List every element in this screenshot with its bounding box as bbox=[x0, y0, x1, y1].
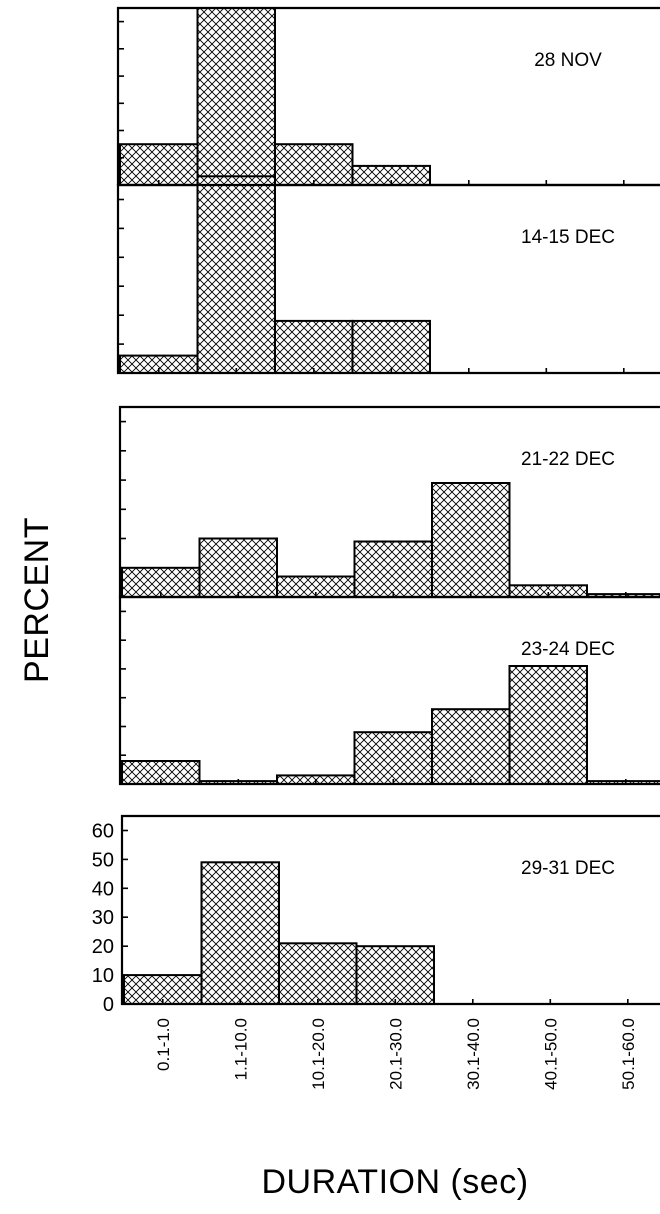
bar-1.1-10.0 bbox=[196, 7, 276, 186]
panel-label: 21-22 DEC bbox=[521, 449, 615, 470]
panel-5: 29-31 DEC 0 10 20 30 40 50 60 bbox=[92, 814, 660, 1016]
bar-1.1-10.0 bbox=[198, 537, 278, 598]
panel-2: 14-15 DEC bbox=[116, 175, 660, 375]
x-tick-label: 40.1-50.0 bbox=[541, 1018, 560, 1090]
bar-0.1-1.0 bbox=[119, 143, 199, 186]
y-axis-title: PERCENT bbox=[18, 517, 56, 683]
panels-group: 28 NOV 14-15 DEC 21-22 DEC 23-24 DEC 29-31 D… bbox=[92, 6, 660, 1016]
x-axis-title: DURATION (sec) bbox=[261, 1163, 528, 1201]
bar-30.1-40.0 bbox=[431, 482, 511, 598]
bar-1.1-10.0 bbox=[200, 861, 280, 1005]
x-tick-label: 0.1-1.0 bbox=[154, 1018, 173, 1071]
panel-label: 29-31 DEC bbox=[521, 858, 615, 879]
bar-20.1-30.0 bbox=[351, 319, 431, 374]
bar-10.1-20.0 bbox=[274, 319, 354, 374]
panel-4: 23-24 DEC bbox=[118, 595, 660, 786]
bar-40.1-50.0 bbox=[508, 665, 588, 785]
panel-3: 21-22 DEC bbox=[118, 405, 660, 599]
x-tick-label: 10.1-20.0 bbox=[309, 1018, 328, 1090]
panel-1: 28 NOV bbox=[116, 6, 660, 187]
y-tick-label: 0 bbox=[103, 994, 114, 1016]
x-tick-label: 30.1-40.0 bbox=[464, 1018, 483, 1090]
bar-10.1-20.0 bbox=[274, 143, 354, 186]
y-tick-label: 40 bbox=[92, 878, 114, 900]
panel-label: 28 NOV bbox=[534, 50, 602, 71]
x-tick-label: 20.1-30.0 bbox=[386, 1018, 405, 1090]
bar-10.1-20.0 bbox=[278, 942, 358, 1005]
x-tick-label: 1.1-10.0 bbox=[231, 1018, 250, 1080]
panel-frame bbox=[116, 183, 660, 375]
panel-frame bbox=[120, 814, 660, 1006]
x-tick-labels: 0.1-1.0 1.1-10.0 10.1-20.0 20.1-30.0 30.1-40… bbox=[154, 1018, 638, 1090]
x-tick-label: 50.1-60.0 bbox=[619, 1018, 638, 1090]
panel-label: 14-15 DEC bbox=[521, 227, 615, 248]
bar-1.1-10.0 bbox=[196, 175, 276, 374]
y-tick-label: 30 bbox=[92, 907, 114, 929]
bar-30.1-40.0 bbox=[431, 708, 511, 786]
bar-20.1-30.0 bbox=[355, 945, 435, 1006]
bar-20.1-30.0 bbox=[353, 731, 433, 786]
y-tick-label: 20 bbox=[92, 936, 114, 958]
panel-frame bbox=[118, 595, 660, 786]
y-tick-label: 50 bbox=[92, 849, 114, 871]
panel-label: 23-24 DEC bbox=[521, 639, 615, 660]
y-tick-label: 10 bbox=[92, 965, 114, 987]
y-tick-label: 60 bbox=[92, 821, 114, 843]
bar-20.1-30.0 bbox=[353, 540, 433, 598]
